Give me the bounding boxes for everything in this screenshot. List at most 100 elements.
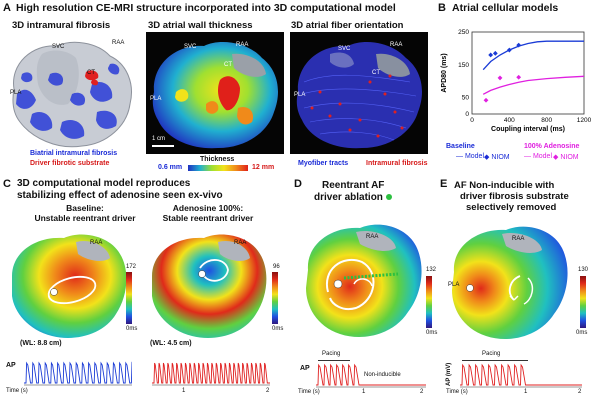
panel-a-sub1: 3D intramural fibrosis [12,20,111,31]
adenosine-activation-heart: RAA [146,226,270,344]
model-line [482,40,584,71]
thickness-label: Thickness [200,156,235,163]
fibrosis-heart-image: SVC RAA CT PLA [2,34,140,152]
panel-e-title2: driver fibrosis substrate [460,191,569,202]
time-tick-e1: 1 [524,389,528,395]
removed-substrate-heart: RAA PLA [444,216,572,346]
label-svc-a1: SVC [52,44,65,50]
colorbar-d [426,276,432,328]
colorbar-e [580,276,586,328]
ap-trace-removed [460,363,582,388]
label-raa-c2: RAA [234,240,247,246]
time-tick-e2: 2 [578,389,582,395]
time-tick-c2: 2 [266,388,270,394]
niom-point [492,50,498,56]
niom-point [516,74,522,80]
panel-e-title3: selectively removed [466,202,557,213]
label-pla-e: PLA [448,282,460,288]
scale-bar [152,145,174,147]
baseline-title-2: Unstable reentrant driver [34,213,136,223]
panel-d-title1: Reentrant AF [322,180,385,191]
panel-a-letter: A [3,2,11,14]
y-tick-label: 150 [458,62,469,69]
label-raa-e: RAA [512,236,525,242]
colorbar-d-min: 0ms [426,330,438,336]
panel-e-letter: E [440,178,448,190]
label-svc-a3: SVC [338,46,351,52]
label-raa-a3: RAA [390,42,403,48]
time-label-e: Time (s) [446,389,468,395]
y-tick-label: 0 [465,111,469,118]
panel-d-title2: driver ablation [314,192,392,203]
pacing-label-d: Pacing [322,351,341,357]
label-pla-a3: PLA [294,92,306,98]
y-tick-label: 250 [458,29,469,36]
ap-label-d: AP [300,365,310,372]
colorbar-d-max: 132 [426,267,437,273]
ap-label-c: AP [6,362,16,369]
apd-chart: 0 400 800 1200 0 50 150 250 Coupling interval (m… [441,29,592,133]
time-label-d: Time (s) [298,389,320,395]
thickness-max: 12 mm [252,164,275,171]
label-raa-d: RAA [366,234,379,240]
time-tick-c1: 1 [182,388,186,394]
niom-point [497,75,503,81]
panel-c-letter: C [3,178,11,190]
legend-biatrial-fibrosis: Biatrial intramural fibrosis [30,150,118,157]
niom-point [483,97,489,103]
panel-c-title1: 3D computational model reproduces [17,178,191,189]
legend-driver-substrate: Driver fibrotic substrate [30,160,110,167]
panel-a-title: High resolution CE-MRI structure incorpo… [16,2,396,14]
niom-point [506,47,512,53]
colorbar-c2-min: 0ms [272,326,284,332]
panel-b-letter: B [438,2,446,14]
wavelength-c2: (WL: 4.5 cm) [150,340,192,347]
legend-intramural-fibrosis: Intramural fibrosis [366,160,428,167]
thickness-min: 0.6 mm [158,164,183,171]
colorbar-c1-max: 172 [126,264,137,270]
colorbar-e-max: 130 [578,267,589,273]
panel-a-sub2: 3D atrial wall thickness [148,20,253,31]
niom-point [516,42,522,48]
green-dot-icon [385,194,392,201]
scale-label: 1 cm [152,136,166,142]
ap-trace-baseline [24,361,132,386]
baseline-title: Baseline: Unstable reentrant driver [30,203,140,223]
label-pla-a1: PLA [10,90,22,96]
chart-frame [471,31,585,115]
panel-e-title1: AF Non-inducible with [454,180,555,191]
baseline-title-1: Baseline: [66,203,104,213]
wavelength-c1: (WL: 8.8 cm) [20,340,62,347]
pacing-arrow-e [462,360,528,361]
label-svc-a2: SVC [184,44,197,50]
ap-label-e: AP (mV) [446,362,452,386]
pacing-arrow-d [318,360,350,361]
model-line [482,75,585,95]
fiber-heart-image: SVC RAA CT PLA [290,32,428,154]
legend-model-baseline: — Model [456,153,485,160]
panel-a-sub3: 3D atrial fiber orientation [291,20,404,31]
legend-model-adenosine: — Model [524,153,553,160]
pacing-label-e: Pacing [482,351,501,357]
x-tick-label: 1200 [577,117,592,124]
legend-adenosine: 100% Adenosine [524,143,580,150]
ap-trace-adenosine [152,362,270,386]
adenosine-title: Adenosine 100%: Stable reentrant driver [148,203,268,223]
panel-b-title: Atrial cellular models [452,2,559,14]
colorbar-c2 [272,272,278,324]
adenosine-title-1: Adenosine 100%: [172,203,244,213]
time-tick-d1: 1 [362,389,366,395]
adenosine-title-2: Stable reentrant driver [162,213,254,223]
thickness-heart-image: SVC RAA CT PLA 1 cm [146,32,284,154]
y-tick-label: 50 [462,95,470,102]
legend-niom-baseline: ◆ NIOM [484,154,510,161]
ap-trace-ablation [316,363,426,388]
thickness-colorbar [188,165,248,171]
panel-d-title2-text: driver ablation [314,192,383,203]
x-tick-label: 400 [504,117,515,124]
label-raa-c1: RAA [90,240,103,246]
label-ct-a3: CT [372,70,380,76]
y-axis-label: APD80 (ms) [441,53,448,92]
legend-baseline: Baseline [446,143,475,150]
x-axis-label: Coupling interval (ms) [491,126,565,133]
